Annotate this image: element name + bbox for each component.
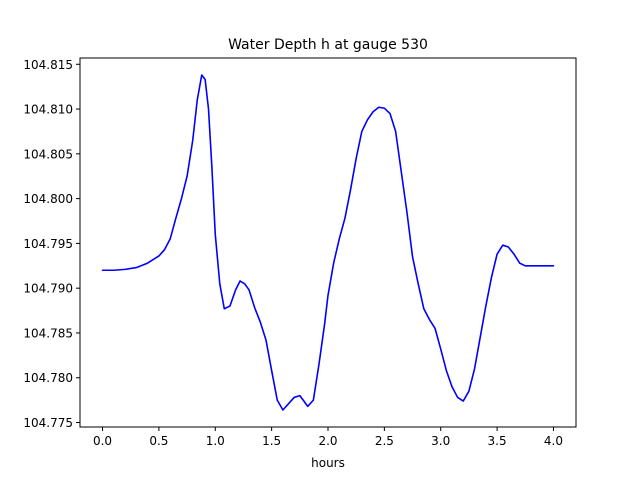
x-tick-label: 2.0 (318, 434, 337, 448)
x-tick-label: 0.0 (93, 434, 112, 448)
y-tick-label: 104.775 (23, 416, 73, 430)
x-tick-label: 4.0 (544, 434, 563, 448)
x-tick-label: 3.0 (431, 434, 450, 448)
series-line-0 (101, 74, 555, 411)
y-tick-label: 104.805 (23, 147, 73, 161)
plot-area (101, 74, 555, 411)
x-axis: 0.0 0.5 1.0 1.5 2.0 2.5 3.0 3.5 4.0 (93, 427, 563, 448)
x-tick-label: 3.5 (488, 434, 507, 448)
y-tick-label: 104.800 (23, 192, 73, 206)
y-axis: 104.775 104.780 104.785 104.790 104.795 104.8… (23, 58, 80, 430)
y-tick-label: 104.780 (23, 371, 73, 385)
y-tick-label: 104.785 (23, 326, 73, 340)
chart-title: Water Depth h at gauge 530 (228, 37, 428, 53)
x-tick-label: 2.5 (375, 434, 394, 448)
y-tick-label: 104.795 (23, 237, 73, 251)
x-tick-label: 1.0 (206, 434, 225, 448)
x-tick-label: 1.5 (262, 434, 281, 448)
x-axis-label: hours (311, 456, 345, 470)
x-tick-label: 0.5 (149, 434, 168, 448)
y-tick-label: 104.815 (23, 58, 73, 72)
y-tick-label: 104.790 (23, 282, 73, 296)
y-tick-label: 104.810 (23, 103, 73, 117)
